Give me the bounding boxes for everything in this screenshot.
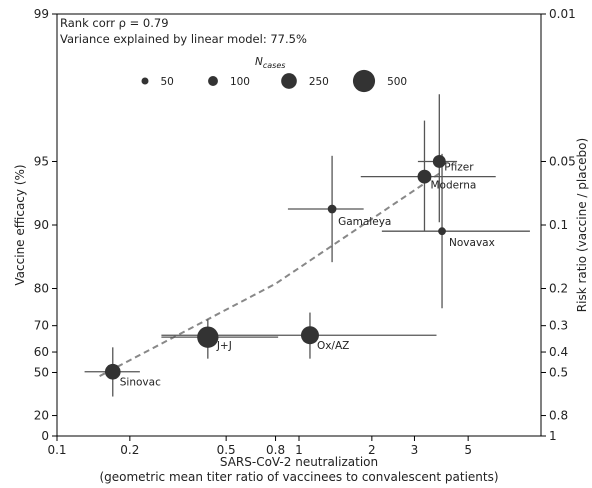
y-right-tick-label: 0.4 — [549, 345, 568, 359]
legend-title-sub: cases — [263, 61, 286, 70]
point-ox-az — [300, 326, 319, 345]
points-layer: Sinovac J+J Ox/AZ Gamaleya Moderna Pfizer Nova… — [104, 155, 495, 389]
y-left-tick-label: 90 — [34, 218, 49, 232]
y-right-tick-label: 0.2 — [549, 282, 568, 296]
legend-label-500: 500 — [387, 76, 407, 88]
legend-title: Ncases — [255, 56, 285, 70]
y-left-tick-label: 99 — [34, 7, 49, 21]
y-left-tick-label: 80 — [34, 282, 49, 296]
y-right-tick-label: 0.8 — [549, 409, 568, 423]
y-left-tick-label: 95 — [34, 154, 49, 168]
y-right-tick-label: 0.05 — [549, 154, 576, 168]
y-left-tick-label: 20 — [34, 409, 49, 423]
y-right-tick-label: 0.1 — [549, 218, 568, 232]
point-novavax — [438, 227, 446, 236]
legend-label-50: 50 — [161, 76, 174, 88]
legend-marker-250 — [281, 73, 297, 89]
plot-frame — [56, 13, 542, 437]
annotation-rank-corr: Rank corr ρ = 0.79 — [60, 16, 169, 30]
y-axis-right: 1 0.8 0.5 0.4 0.3 0.2 0.1 0.05 0.01 — [541, 7, 576, 443]
y-left-tick-label: 50 — [34, 365, 49, 379]
point-label-novavax: Novavax — [449, 237, 495, 249]
x-axis-title-line1: SARS-CoV-2 neutralization — [220, 455, 378, 469]
x-tick-label: 0.5 — [217, 443, 236, 457]
annotation-variance: Variance explained by linear model: 77.5… — [60, 32, 307, 46]
point-label-pfizer: Pfizer — [444, 161, 474, 173]
legend-title-main: N — [255, 56, 263, 68]
point-gamaleya — [327, 204, 337, 214]
y-left-tick-label: 60 — [34, 345, 49, 359]
point-label-ox-az: Ox/AZ — [317, 340, 349, 352]
legend-label-250: 250 — [309, 76, 329, 88]
point-label-sinovac: Sinovac — [120, 377, 161, 389]
point-pfizer — [432, 155, 446, 168]
x-axis: 0.1 0.2 0.5 0.8 1 2 3 5 — [47, 436, 472, 457]
point-label-moderna: Moderna — [430, 180, 476, 192]
x-tick-label: 3 — [411, 443, 419, 457]
point-j-j — [197, 326, 219, 348]
y-right-tick-label: 1 — [549, 429, 557, 443]
point-label-gamaleya: Gamaleya — [338, 216, 391, 228]
x-tick-label: 1 — [295, 443, 303, 457]
legend: Ncases 50 100 250 500 — [141, 56, 407, 93]
x-tick-label: 0.8 — [266, 443, 285, 457]
x-axis-title-line2: (geometric mean titer ratio of vaccinees… — [99, 470, 498, 484]
x-tick-label: 5 — [464, 443, 472, 457]
legend-marker-50 — [141, 77, 149, 85]
y-left-tick-label: 70 — [34, 319, 49, 333]
point-sinovac — [104, 363, 121, 380]
y-left-tick-label: 0 — [41, 429, 49, 443]
y-axis-title-right: Risk ratio (vaccine / placebo) — [575, 138, 589, 312]
y-axis-left: 0 20 50 60 70 80 90 95 99 — [34, 7, 57, 443]
legend-marker-500 — [352, 69, 376, 93]
y-right-tick-label: 0.01 — [549, 7, 576, 21]
y-right-tick-label: 0.5 — [549, 365, 568, 379]
point-moderna — [417, 169, 432, 184]
y-right-tick-label: 0.3 — [549, 319, 568, 333]
legend-marker-100 — [208, 76, 218, 86]
legend-label-100: 100 — [230, 76, 250, 88]
fit-line-layer — [99, 172, 440, 377]
y-axis-title-left: Vaccine efficacy (%) — [13, 164, 27, 285]
x-tick-label: 0.2 — [120, 443, 139, 457]
point-label-j-j: J+J — [216, 340, 232, 352]
fit-line — [99, 172, 440, 377]
x-tick-label: 0.1 — [47, 443, 66, 457]
x-tick-label: 2 — [368, 443, 376, 457]
